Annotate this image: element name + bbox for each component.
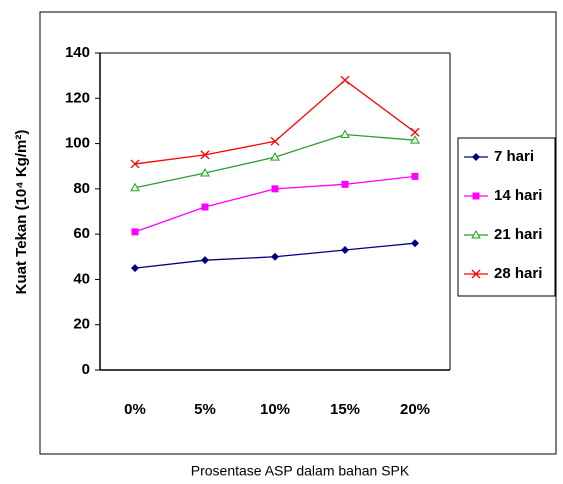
y-tick-label: 60 xyxy=(73,225,90,242)
marker xyxy=(130,159,140,169)
marker xyxy=(200,150,210,160)
legend-box xyxy=(457,137,556,297)
x-tick-label: 0% xyxy=(124,401,146,418)
marker xyxy=(471,269,481,279)
marker xyxy=(131,264,139,273)
y-tick-label: 0 xyxy=(82,361,90,378)
y-tick-label: 140 xyxy=(65,44,90,61)
legend-label: 7 hari xyxy=(494,148,534,165)
x-tick-label: 15% xyxy=(330,401,360,418)
marker xyxy=(411,172,419,180)
marker xyxy=(200,167,210,177)
marker xyxy=(410,135,420,144)
y-tick-label: 120 xyxy=(65,89,90,106)
marker xyxy=(201,203,209,211)
y-tick-label: 40 xyxy=(73,270,90,287)
marker xyxy=(411,239,419,248)
marker xyxy=(340,129,350,139)
marker xyxy=(340,75,350,85)
marker xyxy=(270,152,280,161)
legend-label: 14 hari xyxy=(494,187,542,204)
y-axis-label: Kuat Tekan (10⁴ Kg/m²) xyxy=(13,130,30,295)
legend-label: 21 hari xyxy=(494,226,542,243)
marker xyxy=(341,245,349,254)
marker xyxy=(201,256,209,265)
x-tick-label: 5% xyxy=(194,401,216,418)
marker xyxy=(271,185,279,193)
legend-label: 28 hari xyxy=(494,265,542,282)
marker xyxy=(131,228,139,236)
series-line xyxy=(134,79,416,165)
x-axis-label: Prosentase ASP dalam bahan SPK xyxy=(191,463,410,479)
marker xyxy=(472,153,480,161)
chart-frame xyxy=(39,11,557,455)
y-tick-label: 80 xyxy=(73,180,90,197)
marker xyxy=(410,127,420,137)
series-line xyxy=(134,133,416,189)
y-tick-label: 20 xyxy=(73,316,90,333)
marker xyxy=(271,252,279,261)
x-tick-label: 20% xyxy=(400,401,430,418)
y-tick-label: 100 xyxy=(65,135,90,152)
x-tick-label: 10% xyxy=(260,401,290,418)
marker xyxy=(130,182,140,192)
marker xyxy=(471,229,481,239)
series-line xyxy=(134,175,416,233)
marker xyxy=(472,192,480,200)
marker xyxy=(341,180,349,188)
marker xyxy=(270,136,280,146)
